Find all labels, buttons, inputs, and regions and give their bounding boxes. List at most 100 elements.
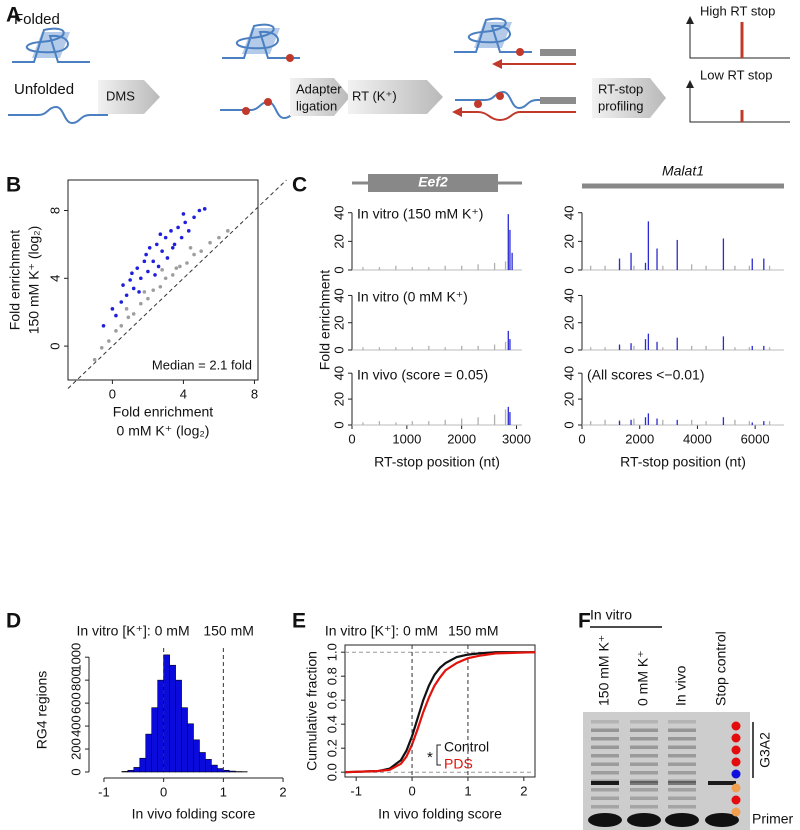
nucleotide-marker (731, 769, 741, 779)
gel-band (668, 771, 696, 775)
primer-band (665, 813, 699, 827)
point (110, 307, 115, 311)
gel-band (591, 754, 619, 758)
point (151, 288, 156, 292)
point (124, 293, 129, 298)
point (192, 215, 196, 220)
reference-label: In vitro [K⁺]: 0 mM (76, 623, 189, 639)
histogram-bar (229, 770, 236, 773)
gel-band (630, 745, 658, 749)
y-tick-label: 0 (561, 346, 576, 353)
point (119, 300, 124, 304)
y-tick-label: 0.8 (324, 667, 339, 685)
arrow-head (452, 107, 462, 117)
point (128, 278, 132, 282)
y-tick-label: 0 (331, 421, 346, 428)
gel-band (630, 728, 658, 732)
histogram-bar (211, 764, 218, 773)
point (185, 261, 189, 265)
step-label: RT-stop (598, 81, 643, 96)
panel-letter: D (6, 610, 21, 633)
point (178, 264, 182, 269)
y-tick-label: 0.6 (324, 691, 339, 709)
x-axis-label: RT-stop position (nt) (374, 454, 500, 470)
point (151, 259, 156, 264)
point (119, 323, 124, 328)
cdf-line (344, 651, 536, 774)
x-tick-label: -1 (98, 784, 110, 799)
gel-band (591, 781, 619, 785)
lane-label: 150 mM K⁺ (596, 635, 612, 706)
y-tick-label: 0 (331, 266, 346, 273)
gel-band (708, 781, 736, 785)
legend-entry: Control (444, 739, 489, 755)
point (192, 252, 196, 257)
y-tick-label: 20 (561, 392, 576, 406)
point (114, 313, 118, 318)
y-axis-label: Fold enrichment (317, 270, 333, 370)
x-tick-label: 2000 (625, 431, 654, 446)
plot-frame (344, 644, 536, 778)
histogram-bar (139, 757, 147, 773)
gel-band (668, 745, 696, 749)
modification (516, 48, 524, 56)
point (146, 269, 150, 274)
y-tick-label: 40 (561, 288, 576, 302)
x-tick-label: 3000 (502, 431, 531, 446)
step-label: Adapter (296, 81, 342, 96)
gel-band (591, 771, 619, 775)
x-tick-label: 1000 (392, 431, 421, 446)
y-tick-label: 1000 (68, 643, 83, 672)
point (139, 276, 143, 281)
y-tick-label: 20 (561, 315, 576, 329)
gel-band (591, 728, 619, 732)
point (99, 345, 104, 350)
histogram-bar (193, 739, 200, 773)
x-axis-label: RT-stop position (nt) (620, 454, 746, 470)
point (92, 357, 97, 362)
gel-band (630, 754, 658, 758)
x-tick-label: 4000 (683, 431, 712, 446)
gel-band (668, 779, 696, 783)
point (208, 240, 212, 245)
exon-block (368, 174, 498, 192)
point (139, 301, 143, 306)
step-label: ligation (296, 98, 337, 113)
point (131, 312, 136, 316)
nucleotide-marker (731, 745, 741, 755)
primer-band (627, 813, 661, 827)
modification (286, 54, 294, 62)
gel-band (630, 796, 658, 800)
nucleotide-marker (731, 721, 741, 731)
modification (474, 100, 482, 108)
y-axis-label: Fold enrichment (7, 230, 23, 330)
y-tick-label: 0.4 (324, 715, 339, 733)
gel-band (668, 737, 696, 741)
x-tick-label: 0 (160, 784, 167, 799)
histogram-bar (133, 767, 141, 773)
step-label: DMS (106, 88, 135, 103)
point (183, 220, 187, 225)
point (153, 273, 157, 277)
rna-strand (455, 90, 540, 110)
gel-band (630, 771, 658, 775)
point (124, 307, 129, 311)
y-tick-label: 8 (47, 207, 62, 214)
nucleotide-marker (731, 733, 741, 743)
annotation: (All scores <−0.01) (587, 367, 705, 383)
rna-strand (222, 23, 300, 59)
point (188, 245, 193, 250)
profile-axes (689, 22, 790, 59)
gel-band (668, 788, 696, 792)
point (199, 249, 203, 253)
primer-label: Primer (752, 811, 794, 827)
annotation: In vitro (150 mM K⁺) (357, 206, 483, 222)
point (186, 229, 191, 233)
point (101, 323, 106, 328)
gel-band (591, 805, 619, 809)
point (131, 286, 136, 291)
y-tick-label: 0.0 (324, 763, 339, 781)
y-tick-label: 600 (68, 692, 83, 714)
point (179, 235, 184, 240)
